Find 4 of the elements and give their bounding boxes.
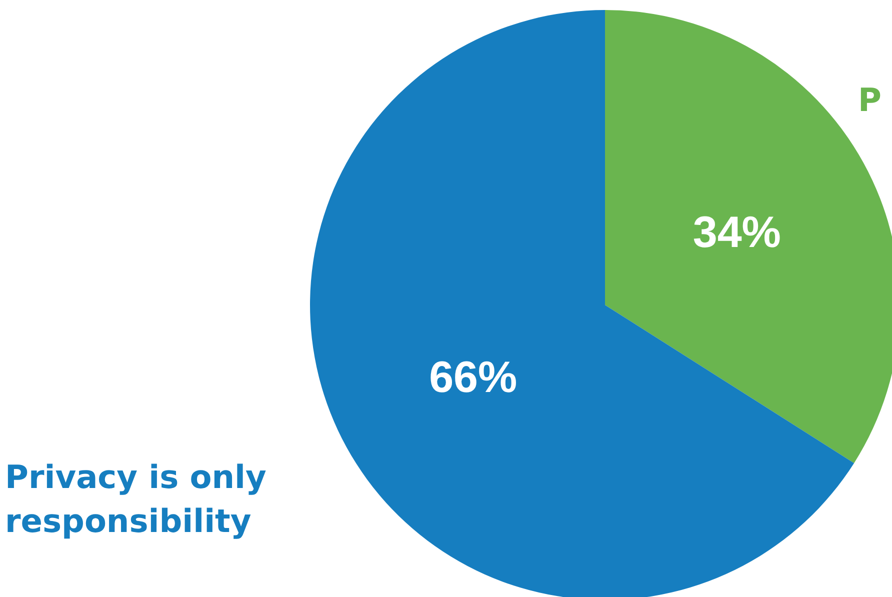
data-label: 34% (692, 208, 781, 257)
data-label: 66% (429, 353, 518, 402)
slice-label: Privacy is only responsibility (5, 458, 278, 540)
slice-label: P (858, 81, 882, 119)
